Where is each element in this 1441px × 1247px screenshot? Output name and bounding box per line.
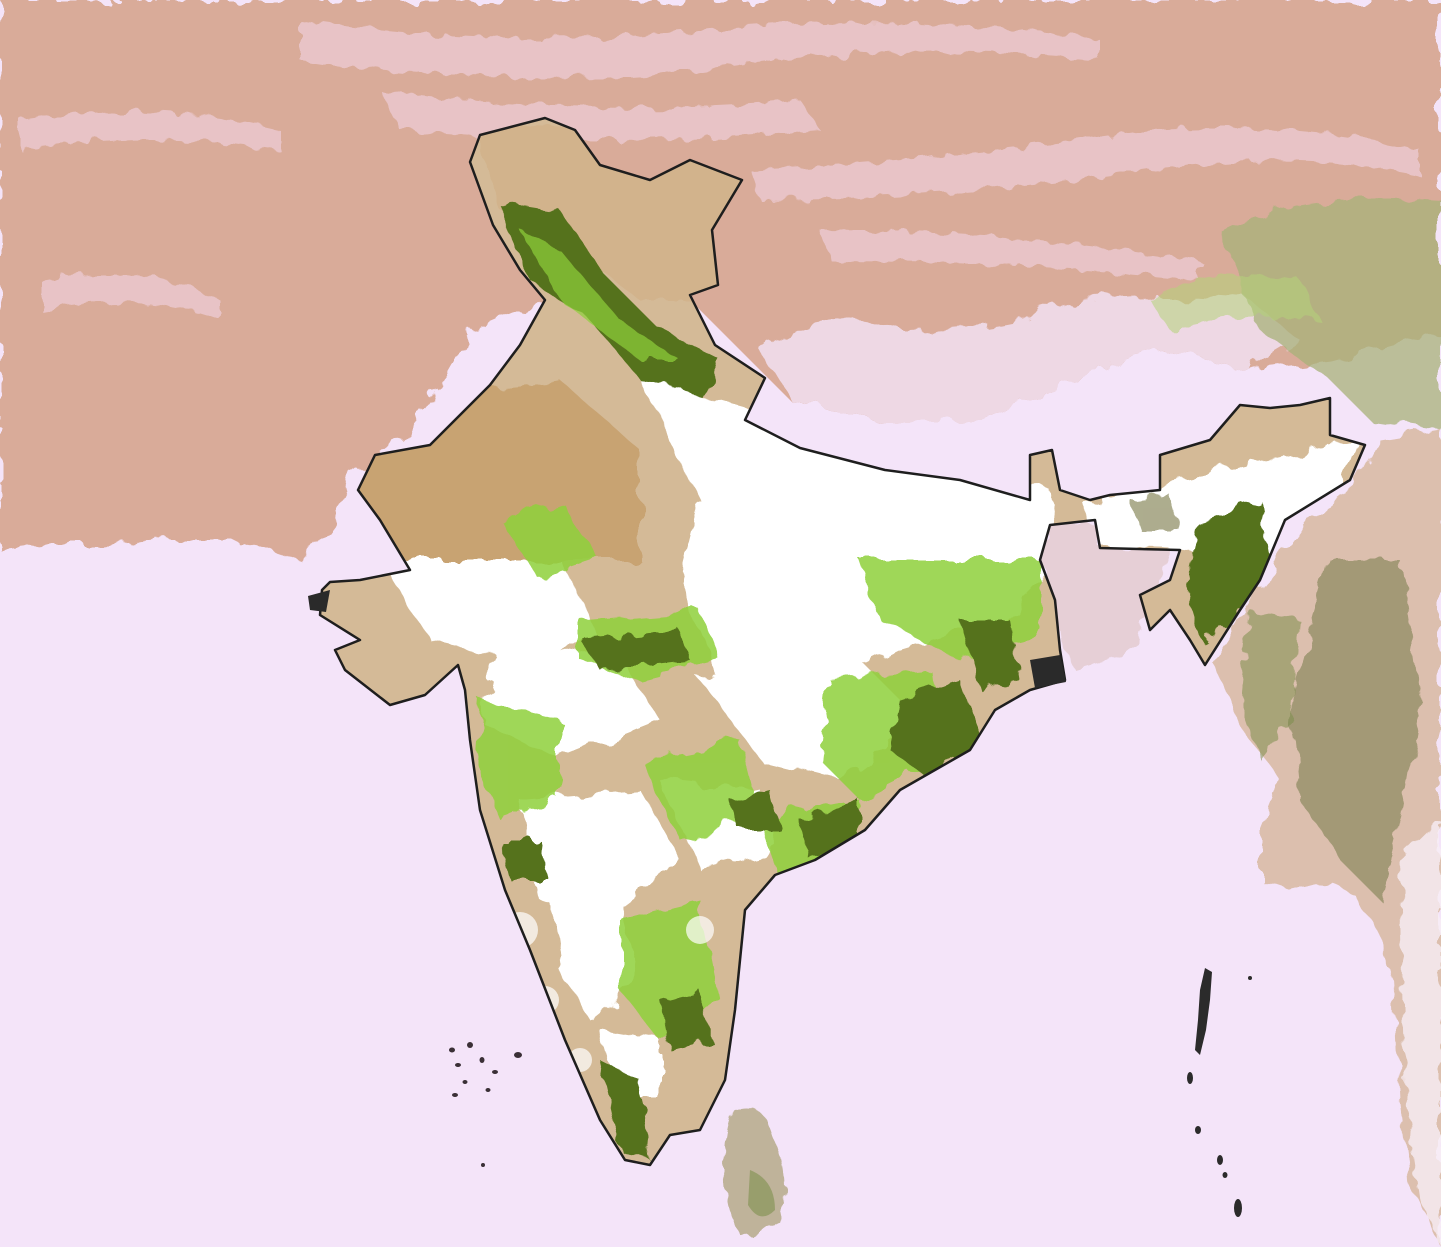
himalaya-snow <box>760 295 1300 420</box>
myanmar-white <box>1400 820 1441 1247</box>
lakshadweep-islands <box>449 1042 522 1167</box>
myanmar-vegetation-2 <box>1240 610 1300 760</box>
sundarbans-edge <box>1030 655 1066 688</box>
kutch-coast <box>308 590 330 612</box>
land-bangladesh <box>1040 520 1170 670</box>
myanmar-vegetation <box>1290 560 1420 900</box>
forest-east-light <box>1150 273 1320 330</box>
land-frost <box>20 20 1420 320</box>
india-border <box>318 116 1367 1167</box>
sri-lanka-veg <box>748 1170 775 1217</box>
forest-east <box>1220 198 1441 430</box>
andaman-nicobar-islands <box>1187 968 1252 1217</box>
